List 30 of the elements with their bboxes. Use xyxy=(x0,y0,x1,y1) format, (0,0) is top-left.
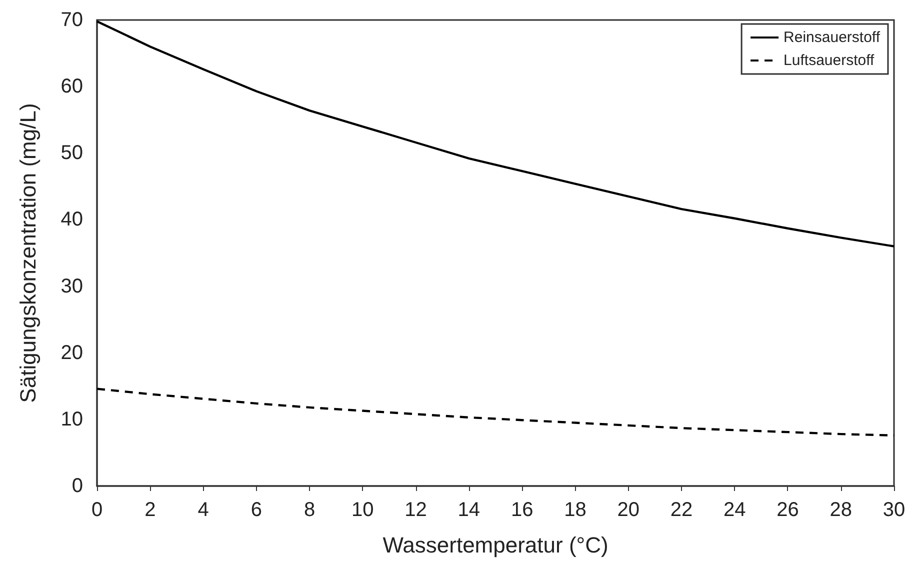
line-series xyxy=(96,20,896,248)
y-tick-label: 20 xyxy=(60,342,83,364)
x-tick-label: 4 xyxy=(198,499,209,521)
x-tick-label: 16 xyxy=(510,499,534,521)
x-tick-label: 28 xyxy=(830,499,852,521)
y-axis-title: Sätigungskonzentration (mg/L) xyxy=(16,103,40,403)
x-tick-label: 24 xyxy=(723,499,746,521)
x-tick-label: 2 xyxy=(144,499,156,521)
y-tick-label: 70 xyxy=(60,9,83,31)
x-tick-label: 20 xyxy=(617,499,640,521)
x-tick-label: 12 xyxy=(404,499,427,521)
y-tick-label: 30 xyxy=(60,275,83,298)
x-axis-title: Wassertemperatur (°C) xyxy=(382,532,608,558)
y-tick-label: 60 xyxy=(60,76,83,98)
x-tick-label: 6 xyxy=(250,499,262,521)
x-tick-label: 30 xyxy=(882,499,906,521)
x-tick-label: 10 xyxy=(352,499,374,521)
x-tick-label: 18 xyxy=(564,499,586,521)
x-tick-label: 0 xyxy=(91,499,103,521)
line-series xyxy=(96,388,896,437)
x-tick-label: 26 xyxy=(776,499,799,521)
y-tick-label: 10 xyxy=(60,408,83,430)
y-tick-label: 40 xyxy=(60,208,83,231)
y-tick-label: 50 xyxy=(60,142,83,164)
x-tick-label: 8 xyxy=(304,499,316,521)
legend-label: Reinsauerstoff xyxy=(784,29,881,46)
legend-label: Luftsauerstoff xyxy=(784,52,875,69)
x-tick-label: 22 xyxy=(670,499,693,521)
x-tick-label: 14 xyxy=(458,499,480,521)
y-tick-label: 0 xyxy=(72,475,83,497)
